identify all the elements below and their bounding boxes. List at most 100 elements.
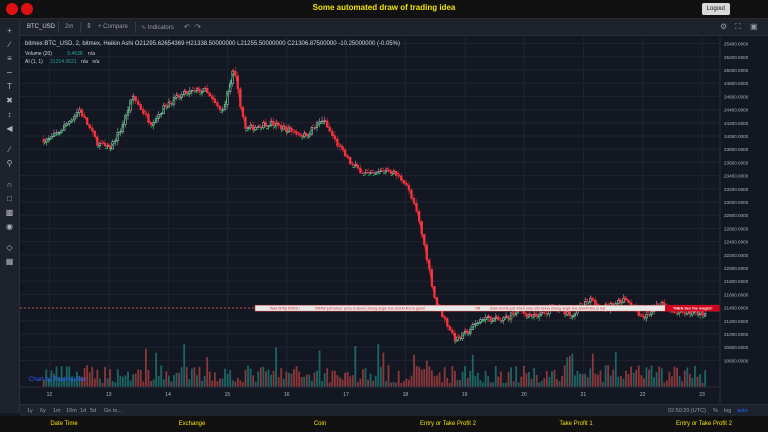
fullscreen-icon[interactable]: ⛶ bbox=[735, 22, 741, 31]
auto-toggle[interactable]: auto bbox=[737, 408, 748, 414]
chart-area[interactable]: Wait till flip ENDS ! DRAW just when: pri… bbox=[20, 37, 757, 404]
volume-bar bbox=[464, 366, 467, 387]
volume-bar bbox=[60, 366, 63, 387]
ai-line-segment bbox=[383, 171, 387, 175]
ai-line-segment bbox=[344, 153, 348, 156]
logout-button[interactable]: Logout bbox=[701, 3, 730, 15]
volume-bar bbox=[607, 365, 610, 387]
ai-line-segment bbox=[661, 300, 665, 304]
ai-line-segment bbox=[444, 315, 448, 325]
brush-icon[interactable]: ∽ bbox=[6, 68, 13, 77]
back-icon[interactable]: ◀ bbox=[6, 124, 13, 133]
ai-line-segment bbox=[258, 123, 261, 126]
timeframe-button[interactable]: 5d bbox=[90, 408, 97, 414]
ai-line-segment bbox=[150, 124, 154, 128]
volume-bar bbox=[688, 373, 691, 387]
legend-ai[interactable]: AI (1, 1) 21314.0621 n/a n/a bbox=[25, 59, 99, 65]
gear-icon[interactable]: ⚙ bbox=[720, 22, 728, 31]
ai-line-segment bbox=[702, 315, 706, 319]
chart-style-icon[interactable]: ⇕ bbox=[86, 23, 92, 30]
percent-toggle[interactable]: % bbox=[713, 408, 718, 414]
tradingview-watermark[interactable]: Chart by TradingView bbox=[29, 377, 86, 383]
ai-line-segment bbox=[260, 124, 264, 131]
volume-bar bbox=[476, 372, 479, 387]
timeframe-button[interactable]: 1d bbox=[80, 408, 87, 414]
price-chart[interactable]: Wait till flip ENDS ! DRAW just when: pri… bbox=[20, 37, 757, 404]
lock-drawings-icon[interactable]: □ bbox=[7, 194, 12, 203]
lock-icon[interactable]: ▩ bbox=[5, 208, 14, 217]
interval-selector[interactable]: 2m bbox=[65, 24, 74, 30]
volume-bar bbox=[114, 382, 117, 387]
volume-bar bbox=[224, 368, 226, 387]
zoom-icon[interactable]: ⚲ bbox=[6, 159, 13, 168]
volume-bar bbox=[183, 343, 186, 387]
symbol-search[interactable]: BTC_USD bbox=[27, 24, 56, 30]
volume-bar bbox=[385, 381, 387, 387]
legend-volume[interactable]: Volume (20) 5.4638 n/a bbox=[25, 51, 95, 57]
trash-icon[interactable]: ▦ bbox=[5, 257, 14, 266]
ai-line-segment bbox=[140, 107, 144, 112]
goto-button[interactable]: Go to... bbox=[104, 408, 123, 414]
eye-icon[interactable]: ◉ bbox=[6, 222, 13, 231]
ruler-icon[interactable]: ∕ bbox=[8, 145, 11, 154]
volume-bar bbox=[425, 360, 428, 387]
volume-bar bbox=[45, 369, 48, 387]
text-icon[interactable]: T bbox=[7, 82, 12, 91]
price-tick-label: 24600.000000 bbox=[724, 94, 748, 99]
layers-icon[interactable]: ◇ bbox=[6, 243, 13, 252]
ai-line-segment bbox=[196, 86, 200, 91]
volume-bar bbox=[441, 382, 444, 387]
ai-line-segment bbox=[48, 138, 52, 141]
legend-symbol[interactable]: bitmex:BTC_USD, 2, bitmex, Heikin Ashi O… bbox=[25, 41, 400, 47]
volume-bar bbox=[310, 380, 313, 387]
candle bbox=[167, 102, 171, 108]
candle bbox=[458, 336, 462, 339]
timeframe-button[interactable]: 1y bbox=[27, 408, 33, 414]
annotation-text: DRAW just when: price is above strong an… bbox=[315, 306, 425, 310]
volume-bar bbox=[142, 381, 145, 387]
ai-line-segment bbox=[94, 134, 98, 144]
ai-line-segment bbox=[388, 168, 392, 172]
fib-icon[interactable]: ≡ bbox=[7, 54, 12, 63]
utc-clock[interactable]: 02:50:20 (UTC) bbox=[668, 408, 706, 414]
volume-bar bbox=[377, 344, 380, 387]
time-tick-label: 12 bbox=[47, 392, 53, 398]
ai-line-segment bbox=[454, 338, 458, 344]
volume-bar bbox=[563, 365, 566, 387]
ai-line-segment bbox=[245, 129, 249, 132]
volume-bar bbox=[282, 378, 285, 387]
volume-bar bbox=[648, 369, 650, 387]
volume-bar bbox=[211, 380, 214, 387]
redo-icon[interactable]: ↷ bbox=[195, 24, 201, 31]
prediction-icon[interactable]: ↕ bbox=[7, 110, 12, 119]
timeframe-button[interactable]: 6y bbox=[40, 408, 46, 414]
time-tick-label: 20 bbox=[521, 392, 527, 398]
indicators-button[interactable]: ∿ Indicators bbox=[141, 24, 174, 31]
footer-col-exchange: Exchange bbox=[178, 421, 206, 427]
user-icon[interactable] bbox=[6, 3, 18, 15]
volume-bar bbox=[121, 376, 124, 387]
crosshair-icon[interactable]: + bbox=[7, 26, 12, 35]
ai-line-segment bbox=[536, 316, 540, 320]
ai-line-segment bbox=[173, 97, 177, 101]
log-toggle[interactable]: log bbox=[724, 408, 732, 414]
ai-na: n/a bbox=[81, 59, 88, 65]
timeframe-button[interactable]: 1m bbox=[53, 408, 61, 414]
price-tick-label: 23000.000000 bbox=[724, 200, 748, 205]
volume-bar bbox=[356, 382, 359, 387]
candle bbox=[645, 313, 648, 319]
compare-button[interactable]: + Compare bbox=[98, 24, 128, 30]
ai-line-segment bbox=[314, 125, 318, 130]
camera-icon[interactable]: ▣ bbox=[750, 22, 758, 31]
ai-line-segment bbox=[53, 134, 57, 136]
user-icon-2[interactable] bbox=[21, 3, 33, 15]
candle bbox=[190, 90, 194, 92]
timeframe-button[interactable]: 10m bbox=[66, 408, 77, 414]
volume-bar bbox=[640, 375, 643, 387]
pattern-icon[interactable]: ✖ bbox=[6, 96, 13, 105]
undo-icon[interactable]: ↶ bbox=[184, 24, 190, 31]
magnet-icon[interactable]: ∩ bbox=[6, 180, 13, 189]
volume-bar bbox=[645, 367, 648, 387]
ai-line-segment bbox=[127, 102, 131, 114]
trendline-icon[interactable]: ∕ bbox=[8, 40, 11, 49]
